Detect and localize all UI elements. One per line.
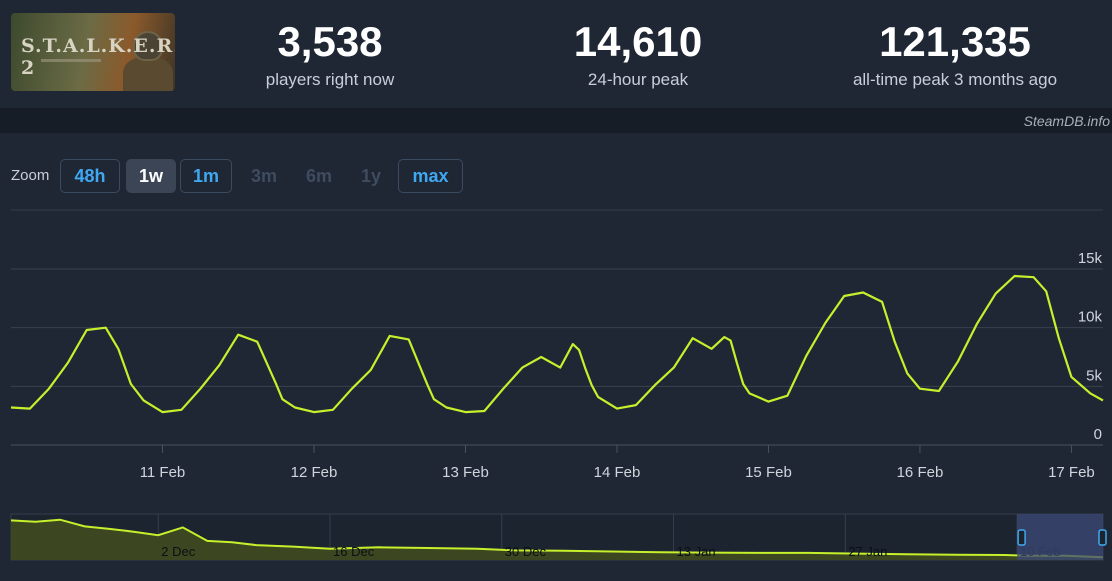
zoom-button-3m: 3m (250, 165, 277, 186)
x-tick-label: 13 Feb (442, 464, 489, 481)
navigator-tick-label: 16 Dec (333, 544, 375, 559)
stalker-figure-body (123, 57, 173, 91)
navigator-tick-label: 13 Jan (677, 544, 716, 559)
stat-label: players right now (265, 70, 395, 89)
y-tick-label: 15k (1078, 250, 1103, 267)
y-tick-label: 10k (1078, 309, 1103, 326)
x-tick-label: 17 Feb (1048, 464, 1095, 481)
x-tick-label: 15 Feb (745, 464, 792, 481)
navigator-tick-label: 27 Jan (848, 544, 887, 559)
navigator-line (10, 518, 1104, 559)
navigator-handle-right[interactable] (1098, 529, 1107, 546)
chart-divider-band (0, 108, 1112, 133)
x-tick-label: 11 Feb (140, 464, 186, 481)
stat-players-now: 3,538 players right now (230, 20, 430, 90)
x-tick-label: 12 Feb (291, 464, 338, 481)
game-logo: S.T.A.L.K.E.R. 2 (21, 35, 175, 79)
zoom-button-1y: 1y (360, 165, 382, 186)
zoom-button-1w[interactable]: 1w (126, 159, 176, 193)
navigator-tick-label: 30 Dec (505, 544, 547, 559)
chart-credit[interactable]: SteamDB.info (1023, 113, 1110, 129)
navigator-selection (1017, 514, 1103, 560)
stat-24h-peak: 14,610 24-hour peak (538, 20, 738, 90)
stat-label: all-time peak 3 months ago (852, 70, 1058, 89)
zoom-button-1m[interactable]: 1m (180, 159, 232, 193)
stat-label: 24-hour peak (587, 70, 689, 89)
stat-value: 14,610 (573, 18, 703, 65)
navigator-area (11, 519, 1103, 560)
zoom-button-max[interactable]: max (398, 159, 463, 193)
stat-value: 3,538 (277, 18, 383, 65)
game-logo-subtitle-bar (41, 59, 101, 62)
stalker-figure-head (133, 31, 163, 61)
stat-value: 121,335 (879, 18, 1031, 65)
zoom-button-6m: 6m (305, 165, 332, 186)
y-tick-label: 0 (1094, 426, 1102, 443)
navigator-tick-label: 2 Dec (161, 544, 195, 559)
zoom-button-48h[interactable]: 48h (60, 159, 120, 193)
game-thumbnail[interactable]: S.T.A.L.K.E.R. 2 (11, 13, 175, 91)
y-tick-label: 5k (1086, 367, 1102, 384)
x-tick-label: 14 Feb (594, 464, 641, 481)
series-line-players (10, 274, 1104, 414)
stats-header: S.T.A.L.K.E.R. 2 3,538 players right now… (0, 0, 1112, 108)
stat-all-time-peak: 121,335 all-time peak 3 months ago (822, 20, 1088, 90)
navigator-handle-left[interactable] (1017, 529, 1026, 546)
zoom-label: Zoom (11, 167, 50, 184)
x-tick-label: 16 Feb (897, 464, 944, 481)
